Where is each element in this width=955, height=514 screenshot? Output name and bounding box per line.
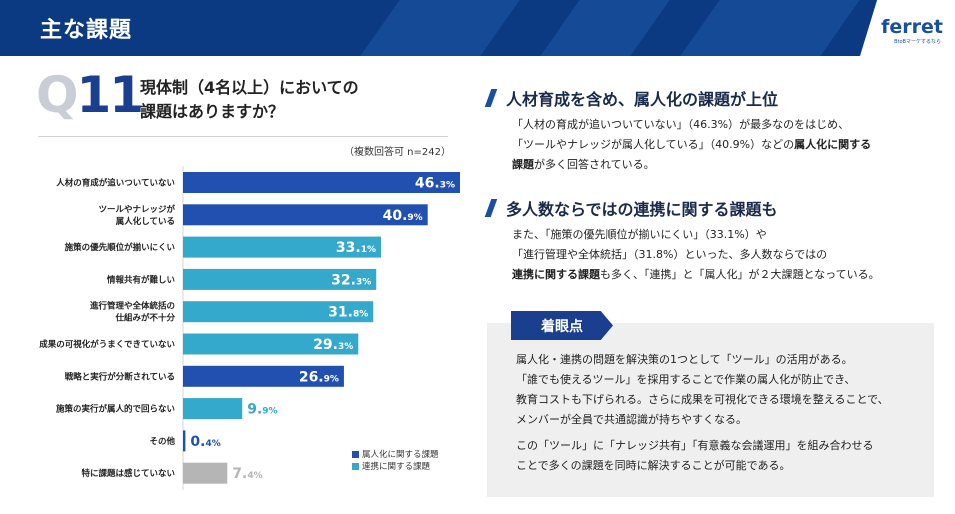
bar xyxy=(183,398,243,420)
value-label: 7.4% xyxy=(232,466,262,482)
bar xyxy=(183,172,460,193)
header-bar: 主な課題 ferret BtoBマーケするなら xyxy=(0,0,955,56)
slash-icon xyxy=(484,199,498,217)
header-decoration xyxy=(540,0,670,56)
section1-heading: 人材育成を含め、属人化の課題が上位 xyxy=(484,86,778,110)
section1-text: 「人材の育成が追いついていない」（46.3%）が最多なのをはじめ、 「ツールやナ… xyxy=(512,118,872,171)
category-label: 情報共有が難しい xyxy=(106,274,175,285)
category-label: 施策の優先順位が揃いにくい xyxy=(65,242,175,253)
header-decoration xyxy=(360,0,520,56)
insight-text-1: 属人化・連携の問題を解決策の1つとして「ツール」の活用がある。 「誰でも使えるツ… xyxy=(516,353,889,426)
category-label: 進行管理や全体統括の仕組みが不十分 xyxy=(90,301,176,324)
value-label: 33.1% xyxy=(336,240,376,256)
page-title: 主な課題 xyxy=(40,18,133,43)
brand-logo-text: ferret xyxy=(881,16,943,38)
sample-note: （複数回答可 n=242） xyxy=(344,147,451,158)
legend-item-zokujin: 属人化に関する課題 xyxy=(352,448,439,460)
category-label: 成果の可視化がうまくできていない xyxy=(39,339,175,350)
bar xyxy=(183,333,359,355)
bar xyxy=(183,430,186,452)
bar xyxy=(183,236,382,258)
value-label: 40.9% xyxy=(383,208,423,224)
bar-chart: 人材の育成が追いついていない 46.3% ツールやナレッジが属人化している 40.9%… xyxy=(39,166,460,490)
value-label: 29.3% xyxy=(313,337,353,353)
category-label: 施策の実行が属人的で回らない xyxy=(56,404,175,415)
category-label: 人材の育成が追いついていない xyxy=(56,178,175,189)
question-title: 現体制（4名以上）においての 課題はありますか？ xyxy=(140,78,359,121)
value-label: 26.9% xyxy=(299,369,339,385)
bar xyxy=(183,462,228,484)
value-label: 31.8% xyxy=(328,305,368,321)
header-decoration xyxy=(680,0,860,56)
section2-heading: 多人数ならではの連携に関する課題も xyxy=(484,196,778,220)
category-label: 特に課題は感じていない xyxy=(81,468,175,479)
legend-item-renkei: 連携に関する課題 xyxy=(352,460,439,472)
insight-panel xyxy=(487,323,934,497)
bar xyxy=(183,268,377,290)
legend-swatch xyxy=(352,462,359,470)
logo: ferret BtoBマーケするなら xyxy=(860,0,955,56)
category-label: ツールやナレッジが属人化している xyxy=(98,204,175,227)
slash-icon xyxy=(484,89,498,107)
brand-subtext: BtoBマーケするなら xyxy=(894,39,941,45)
category-label: その他 xyxy=(149,436,175,447)
insight-tag: 着眼点 xyxy=(511,311,613,340)
chart-legend: 属人化に関する課題 連携に関する課題 xyxy=(352,448,439,472)
insight-text-2: この「ツール」に「ナレッジ共有」「有意義な会議運用」を組み合わせる ことで多くの… xyxy=(516,439,874,472)
value-label: 9.9% xyxy=(247,402,277,418)
question-number: Q11 xyxy=(36,66,144,124)
value-label: 0.4% xyxy=(190,434,220,450)
value-label: 32.3% xyxy=(331,272,371,288)
category-label: 戦略と実行が分断されている xyxy=(65,371,175,382)
bar xyxy=(183,365,344,387)
section2-text: また、「施策の優先順位が揃いにくい」（33.1%）や 「進行管理や全体統括」（3… xyxy=(512,228,880,281)
value-label: 46.3% xyxy=(415,176,455,192)
legend-swatch xyxy=(352,450,359,458)
bar xyxy=(183,301,374,323)
bar xyxy=(183,204,428,226)
divider xyxy=(38,136,448,137)
